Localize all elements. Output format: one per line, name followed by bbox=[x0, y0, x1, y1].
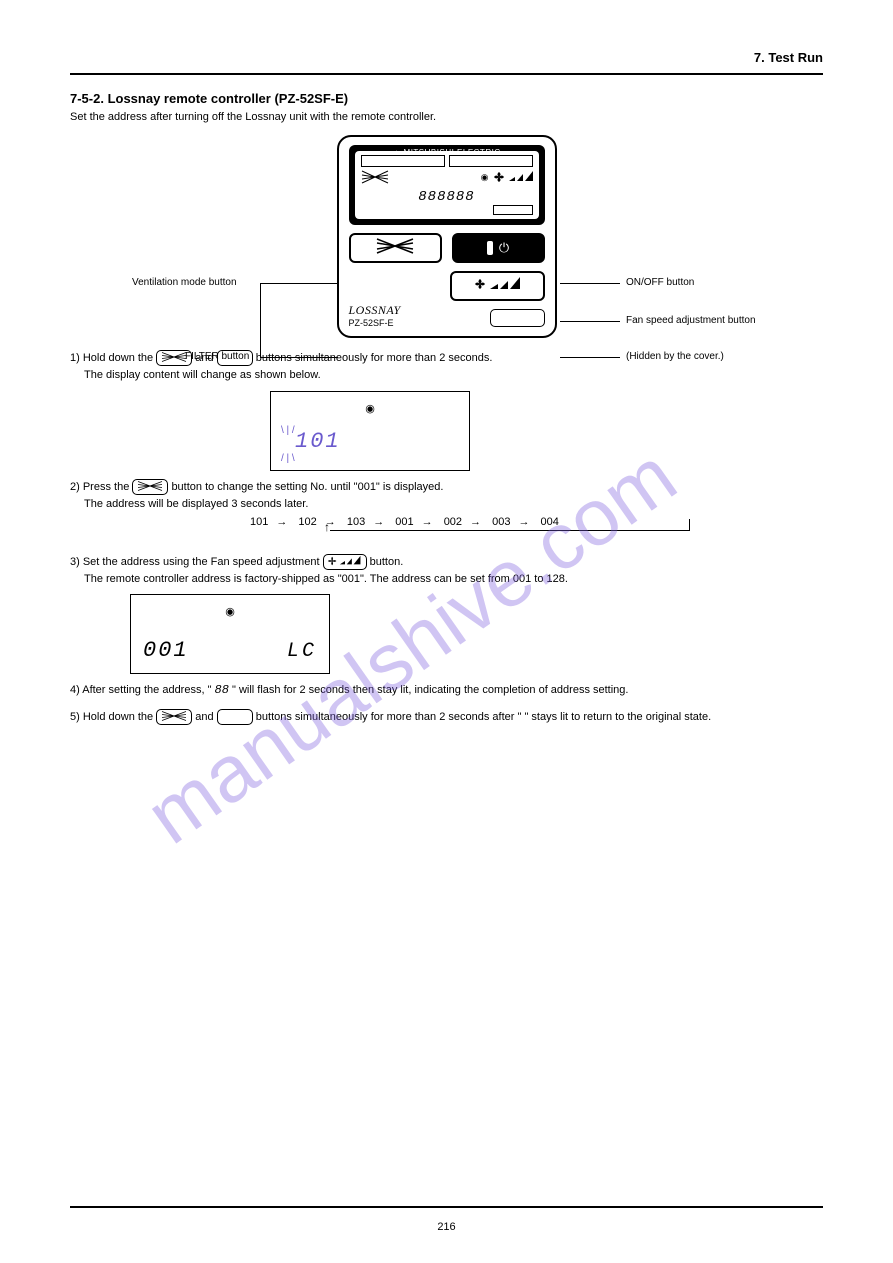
step3-text3: The remote controller address is factory… bbox=[84, 572, 823, 587]
power-icon: ⏻ bbox=[499, 240, 509, 256]
leader-line bbox=[560, 283, 620, 284]
leader-line bbox=[260, 283, 338, 284]
cross-icon bbox=[361, 170, 389, 186]
display-LC: LC bbox=[287, 640, 317, 663]
model-number: PZ-52SF-E bbox=[349, 318, 401, 328]
step3-text2: button. bbox=[370, 555, 404, 567]
page-header-title: 7. Test Run bbox=[70, 50, 823, 65]
screen-digits: 888888 bbox=[361, 189, 533, 205]
arrow-icon: → bbox=[373, 516, 384, 528]
seq-004: 004 bbox=[541, 516, 559, 528]
fan-bars-icon bbox=[490, 277, 520, 294]
step2-text-b: button to change the setting No. until "… bbox=[171, 481, 443, 493]
sequence-loop-line: ↑ bbox=[330, 530, 690, 540]
brand-logo: LOSSNAY bbox=[349, 303, 401, 318]
seq-101: 101 bbox=[250, 516, 268, 528]
section-intro: Set the address after turning off the Lo… bbox=[70, 110, 823, 125]
leader-line bbox=[560, 357, 620, 358]
step1-text-a: Hold down the bbox=[83, 352, 156, 364]
leader-line bbox=[260, 357, 338, 358]
arrow-icon: → bbox=[470, 516, 481, 528]
filter-label: FILTER button bbox=[185, 351, 249, 362]
device-screen-frame: ◉ 888888 bbox=[349, 145, 545, 225]
step5-text-b: and bbox=[195, 710, 216, 722]
arrow-icon: → bbox=[518, 516, 529, 528]
header-rule bbox=[70, 73, 823, 75]
onoff-label: ON/OFF button bbox=[626, 277, 694, 288]
fan-icon bbox=[493, 171, 505, 185]
step5-num: 5) bbox=[70, 710, 80, 722]
arrow-icon: → bbox=[422, 516, 433, 528]
power-led-icon bbox=[487, 241, 493, 255]
step4: 4) After setting the address, " 88 " wil… bbox=[70, 682, 823, 698]
step3-num: 3) bbox=[70, 555, 80, 567]
arrow-icon: → bbox=[276, 516, 287, 528]
cross-icon bbox=[156, 709, 192, 725]
leader-line bbox=[560, 321, 620, 322]
screen-small-box bbox=[493, 205, 533, 215]
fan-speed-button[interactable] bbox=[450, 271, 545, 301]
page-number: 216 bbox=[0, 1221, 893, 1233]
sequence-row: 101→ 102→ 103→ 001→ 002→ 003→ 004 bbox=[250, 516, 823, 528]
ventilation-mode-button[interactable] bbox=[349, 233, 442, 263]
display-example-1: ◉ \ | / 101 / | \ bbox=[270, 391, 470, 471]
record-icon: ◉ bbox=[365, 402, 375, 415]
step1-num: 1) bbox=[70, 352, 80, 364]
footer-rule bbox=[70, 1206, 823, 1208]
display-value-001: 001 bbox=[143, 638, 189, 663]
step1-text-d: The display content will change as shown… bbox=[84, 368, 823, 383]
device-brand-label: ▲ MITSUBISHI ELECTRIC bbox=[392, 148, 500, 157]
step4-text-a: After setting the address, " bbox=[82, 684, 211, 696]
step2-text-a: Press the bbox=[83, 481, 133, 493]
step2-num: 2) bbox=[70, 481, 80, 493]
seq-002: 002 bbox=[444, 516, 462, 528]
cross-icon bbox=[132, 479, 168, 495]
fan-speed-icon bbox=[323, 554, 367, 570]
step3-text: Set the address using the Fan speed adju… bbox=[83, 555, 323, 567]
step5: 5) Hold down the and buttons simultaneou… bbox=[70, 709, 823, 725]
filter-icon bbox=[217, 709, 253, 725]
filter-button[interactable] bbox=[490, 309, 545, 327]
seq-003: 003 bbox=[492, 516, 510, 528]
step4-text-b: " will flash for 2 seconds then stay lit… bbox=[232, 684, 628, 696]
seq-001: 001 bbox=[395, 516, 413, 528]
remote-controller-device: ◉ 888888 ⏻ bbox=[337, 135, 557, 338]
step2: 2) Press the button to change the settin… bbox=[70, 479, 823, 495]
record-icon: ◉ bbox=[225, 605, 235, 618]
step2-text-c: The address will be displayed 3 seconds … bbox=[84, 497, 823, 512]
up-arrow-icon: ↑ bbox=[324, 520, 330, 534]
leader-line-vert bbox=[260, 283, 261, 357]
on-off-button[interactable]: ⏻ bbox=[452, 233, 545, 263]
step5-text-c: buttons simultaneously for more than 2 s… bbox=[256, 710, 711, 722]
step4-num: 4) bbox=[70, 684, 80, 696]
fan-icon bbox=[474, 278, 486, 293]
display-value-101: 101 bbox=[295, 429, 341, 454]
step4-bb: 88 bbox=[215, 683, 229, 697]
step3: 3) Set the address using the Fan speed a… bbox=[70, 554, 823, 570]
seq-102: 102 bbox=[298, 516, 316, 528]
hidden-label: (Hidden by the cover.) bbox=[626, 351, 724, 362]
device-screen: ◉ 888888 bbox=[355, 151, 539, 219]
display-example-2: ◉ 001 LC bbox=[130, 594, 330, 674]
record-icon: ◉ bbox=[481, 172, 489, 183]
cross-icon bbox=[375, 237, 415, 258]
vent-mode-label: Ventilation mode button bbox=[132, 277, 237, 288]
fan-label: Fan speed adjustment button bbox=[626, 315, 756, 326]
fan-bars-icon bbox=[509, 171, 533, 185]
step5-text-a: Hold down the bbox=[83, 710, 156, 722]
device-diagram-wrap: ◉ 888888 ⏻ bbox=[70, 135, 823, 338]
section-title: 7-5-2. Lossnay remote controller (PZ-52S… bbox=[70, 91, 823, 106]
seq-103: 103 bbox=[347, 516, 365, 528]
